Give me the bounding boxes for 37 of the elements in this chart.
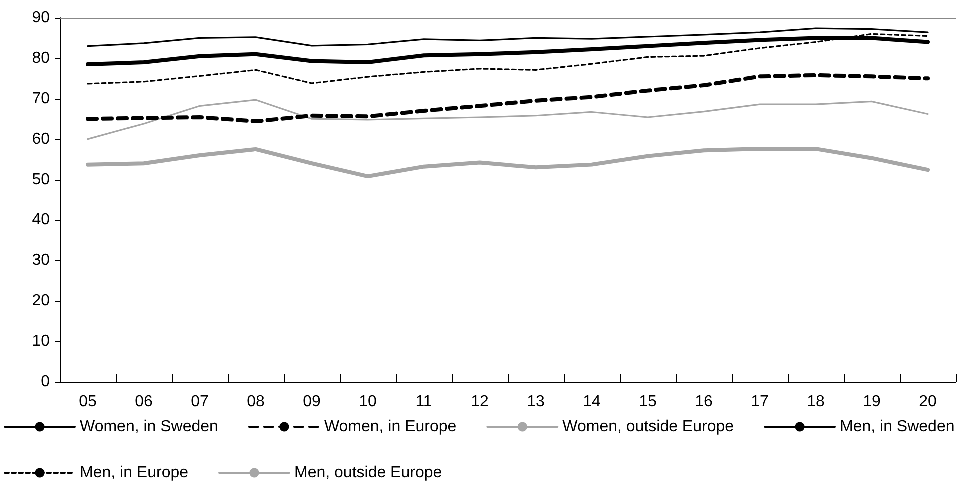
x-tick-label: 18 [807,394,825,410]
x-tick-label: 16 [695,394,713,410]
x-tick-label: 07 [191,394,209,410]
legend-label: Men, in Europe [80,464,189,482]
x-tick-label: 14 [583,394,601,410]
line-series [87,99,929,140]
x-tick-label: 10 [359,394,377,410]
legend-label: Men, outside Europe [294,464,442,482]
x-tick-label: 11 [416,394,432,410]
x-tick-label: 13 [527,394,545,410]
x-tick-label: 08 [247,394,265,410]
line-series [86,73,930,124]
x-tick-label: 15 [639,394,657,410]
y-tick-label: 50 [32,171,50,188]
x-tick-label: 06 [135,394,153,410]
legend-label: Women, in Sweden [80,418,218,436]
y-tick-label: 10 [32,333,50,350]
legend-label: Women, outside Europe [562,418,734,436]
x-tick-label: 20 [919,394,937,410]
y-tick-label: 90 [32,10,50,26]
y-tick-label: 40 [32,212,50,229]
line-series [86,147,930,179]
y-tick-label: 0 [41,374,50,390]
x-tick-label: 05 [79,394,97,410]
legend-label: Women, in Europe [324,418,457,436]
y-tick-label: 70 [32,90,50,108]
legend-label: Men, in Sweden [840,418,955,436]
x-tick-label: 12 [471,394,489,410]
x-tick-label: 19 [863,394,881,410]
y-tick-label: 30 [32,252,50,270]
line-series [87,28,929,48]
y-tick-label: 80 [32,50,50,67]
y-tick-label: 60 [32,130,50,148]
x-tick-label: 17 [751,394,769,410]
y-tick-label: 20 [32,292,50,310]
line-series [87,33,929,85]
x-tick-label: 09 [303,394,321,410]
